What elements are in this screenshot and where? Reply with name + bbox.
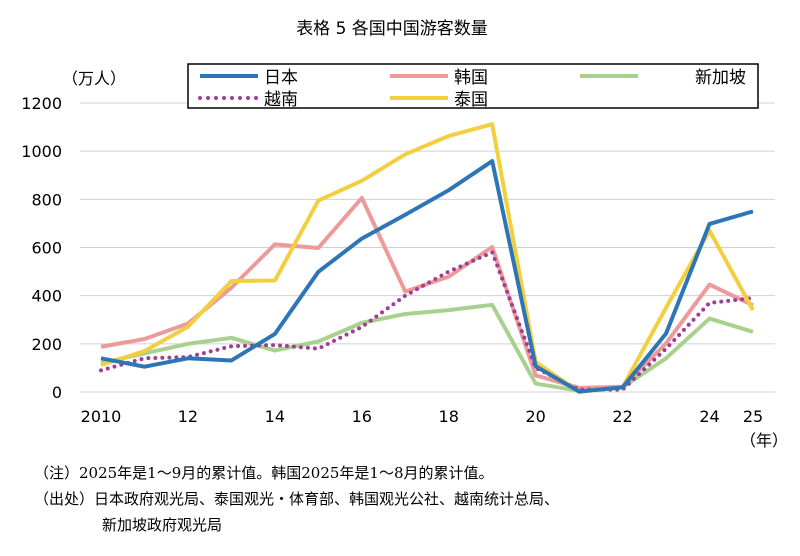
legend-label: 韩国 (454, 68, 488, 88)
y-tick-label: 800 (31, 190, 62, 209)
x-tick-label: 18 (439, 407, 459, 426)
source-text: （出处）日本政府观光局、泰国观光・体育部、韩国观光公社、越南统计总局、 (34, 490, 560, 508)
legend-label: 越南 (264, 90, 298, 110)
y-tick-label: 0 (52, 383, 62, 402)
y-tick-label: 1200 (21, 94, 62, 113)
x-tick-label: 14 (265, 407, 285, 426)
x-axis-unit: （年） (740, 431, 788, 450)
x-tick-label: 25 (743, 407, 763, 426)
x-tick-label: 22 (612, 407, 632, 426)
x-tick-label: 2010 (81, 407, 122, 426)
y-axis-label: （万人） (62, 69, 126, 88)
x-tick-label: 16 (352, 407, 372, 426)
y-tick-label: 1000 (21, 142, 62, 161)
x-tick-label: 20 (525, 407, 545, 426)
x-tick-label: 24 (699, 407, 719, 426)
y-tick-label: 200 (31, 335, 62, 354)
series-line-3 (99, 250, 755, 392)
legend-label: 新加坡 (695, 68, 746, 88)
y-tick-label: 400 (31, 287, 62, 306)
note-text: （注）2025年是1～9月的累计值。韩国2025年是1～8月的累计值。 (34, 464, 494, 482)
y-tick-label: 600 (31, 239, 62, 258)
series-line-0 (100, 159, 754, 394)
chart-title: 表格 5 各国中国游客数量 (296, 19, 488, 39)
line-chart: 表格 5 各国中国游客数量 （万人） （年） 0 200 400 600 800 1000… (21, 19, 788, 450)
source-text-2: 新加坡政府观光局 (102, 516, 223, 534)
legend-label: 日本 (264, 68, 298, 88)
series-line-2 (100, 302, 754, 393)
legend-label: 泰国 (454, 90, 488, 110)
x-tick-label: 12 (178, 407, 198, 426)
legend-box (187, 63, 759, 109)
series-line-4 (100, 122, 755, 394)
